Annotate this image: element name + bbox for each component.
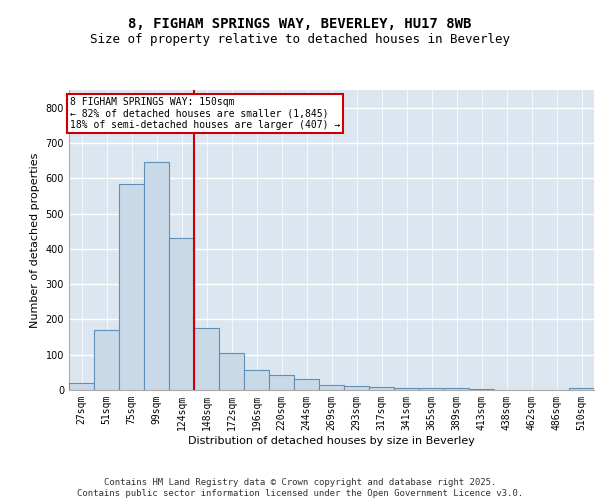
Bar — [269, 375, 294, 390]
Bar — [319, 384, 344, 390]
Bar — [244, 370, 269, 390]
Bar — [394, 388, 419, 390]
Y-axis label: Number of detached properties: Number of detached properties — [30, 152, 40, 328]
Bar — [69, 383, 94, 390]
Bar — [194, 328, 219, 390]
Bar — [444, 388, 469, 390]
Bar — [469, 389, 494, 390]
Text: 8, FIGHAM SPRINGS WAY, BEVERLEY, HU17 8WB: 8, FIGHAM SPRINGS WAY, BEVERLEY, HU17 8W… — [128, 18, 472, 32]
Bar — [569, 388, 594, 390]
Bar — [294, 378, 319, 390]
Bar — [94, 330, 119, 390]
Text: 8 FIGHAM SPRINGS WAY: 150sqm
← 82% of detached houses are smaller (1,845)
18% of: 8 FIGHAM SPRINGS WAY: 150sqm ← 82% of de… — [70, 97, 341, 130]
Bar — [119, 184, 144, 390]
Text: Size of property relative to detached houses in Beverley: Size of property relative to detached ho… — [90, 32, 510, 46]
Bar — [144, 162, 169, 390]
Text: Contains HM Land Registry data © Crown copyright and database right 2025.
Contai: Contains HM Land Registry data © Crown c… — [77, 478, 523, 498]
X-axis label: Distribution of detached houses by size in Beverley: Distribution of detached houses by size … — [188, 436, 475, 446]
Bar — [169, 238, 194, 390]
Bar — [369, 387, 394, 390]
Bar — [344, 386, 369, 390]
Bar — [419, 388, 444, 390]
Bar — [219, 353, 244, 390]
